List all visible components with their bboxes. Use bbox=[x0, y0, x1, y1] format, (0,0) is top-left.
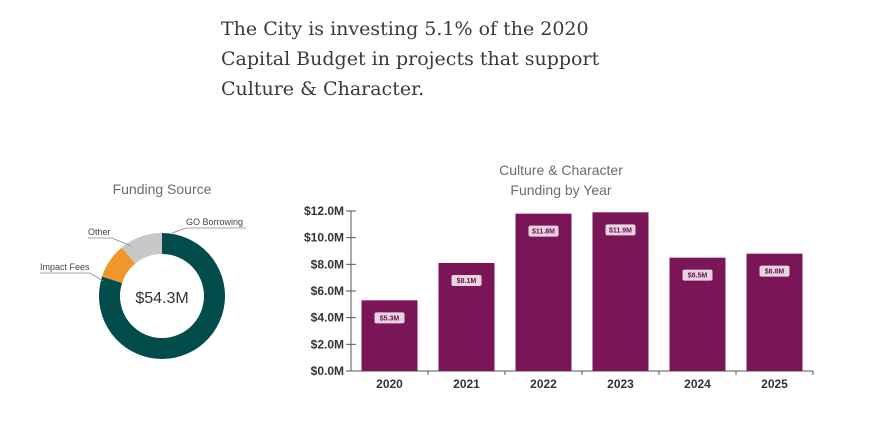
donut-center-label: $54.3M bbox=[135, 290, 188, 307]
bar-title-line-1: Culture & Character bbox=[499, 162, 623, 178]
donut-callouts: GO Borrowing Other Impact Fees bbox=[40, 217, 246, 282]
bar-label-bg-2025 bbox=[759, 265, 790, 277]
bar-2020 bbox=[361, 300, 418, 371]
bar-2022 bbox=[515, 213, 572, 371]
donut-slice-go-borrowing bbox=[99, 233, 225, 359]
x-tick-label-2021: 2021 bbox=[453, 377, 480, 391]
bar-label-bg-2024 bbox=[682, 269, 713, 281]
donut-slice-impact-fees bbox=[102, 247, 136, 284]
x-tick-label-2023: 2023 bbox=[607, 377, 634, 391]
donut-title: Funding Source bbox=[113, 181, 212, 197]
y-tick-label: $2.0M bbox=[311, 337, 344, 351]
y-tick-label: $8.0M bbox=[311, 257, 344, 271]
headline-line-2: Capital Budget in projects that support bbox=[221, 48, 600, 70]
callout-line-other bbox=[88, 237, 132, 247]
callout-label-impact-fees: Impact Fees bbox=[40, 262, 90, 272]
bar-data-label-2022: $11.8M bbox=[532, 229, 555, 236]
donut-chart: Funding Source $54.3M GO Borrowing Other I… bbox=[40, 181, 246, 359]
bar-label-bg-2023 bbox=[605, 224, 636, 236]
bar-data-label-2023: $11.9M bbox=[609, 227, 632, 234]
bar-data-label-2024: $8.5M bbox=[688, 273, 708, 280]
bar-data-label-2021: $8.1M bbox=[457, 278, 477, 285]
bar-data-label-2020: $5.3M bbox=[380, 315, 400, 322]
bar-chart: Culture & Character Funding by Year $0.0… bbox=[304, 162, 814, 391]
x-tick-label-2024: 2024 bbox=[684, 377, 711, 391]
bar-title-line-2: Funding by Year bbox=[510, 182, 612, 198]
bar-label-bg-2020 bbox=[374, 312, 405, 324]
x-tick-label-2022: 2022 bbox=[530, 377, 557, 391]
y-tick-label: $12.0M bbox=[304, 204, 344, 218]
donut-slice-other bbox=[121, 233, 162, 264]
x-tick-label-2025: 2025 bbox=[761, 377, 788, 391]
y-tick-label: $0.0M bbox=[311, 364, 344, 378]
y-tick-label: $4.0M bbox=[311, 311, 344, 325]
callout-line-impact-fees bbox=[40, 272, 104, 282]
callout-line-go-borrowing bbox=[171, 227, 246, 234]
bar-data-label-2025: $8.8M bbox=[765, 269, 785, 276]
callout-label-other: Other bbox=[88, 227, 111, 237]
y-tick-label: $6.0M bbox=[311, 284, 344, 298]
bar-marks: $5.3M $8.1M $11.8M $11.9M $8.5M $8.8M bbox=[361, 212, 803, 371]
headline-line-3: Culture & Character. bbox=[221, 78, 425, 100]
bar-label-bg-2021 bbox=[451, 275, 482, 286]
bar-axes: $0.0M $2.0M $4.0M $6.0M $8.0M $10.0M $12.0M 202… bbox=[304, 204, 814, 391]
donut-slices bbox=[99, 233, 225, 359]
bar-2023 bbox=[592, 212, 649, 371]
y-tick-label: $10.0M bbox=[304, 231, 344, 245]
headline: The City is investing 5.1% of the 2020 C… bbox=[221, 14, 641, 104]
x-tick-label-2020: 2020 bbox=[376, 377, 403, 391]
headline-line-1: The City is investing 5.1% of the 2020 bbox=[221, 18, 589, 40]
callout-label-go-borrowing: GO Borrowing bbox=[186, 217, 243, 227]
bar-label-bg-2022 bbox=[528, 225, 559, 237]
